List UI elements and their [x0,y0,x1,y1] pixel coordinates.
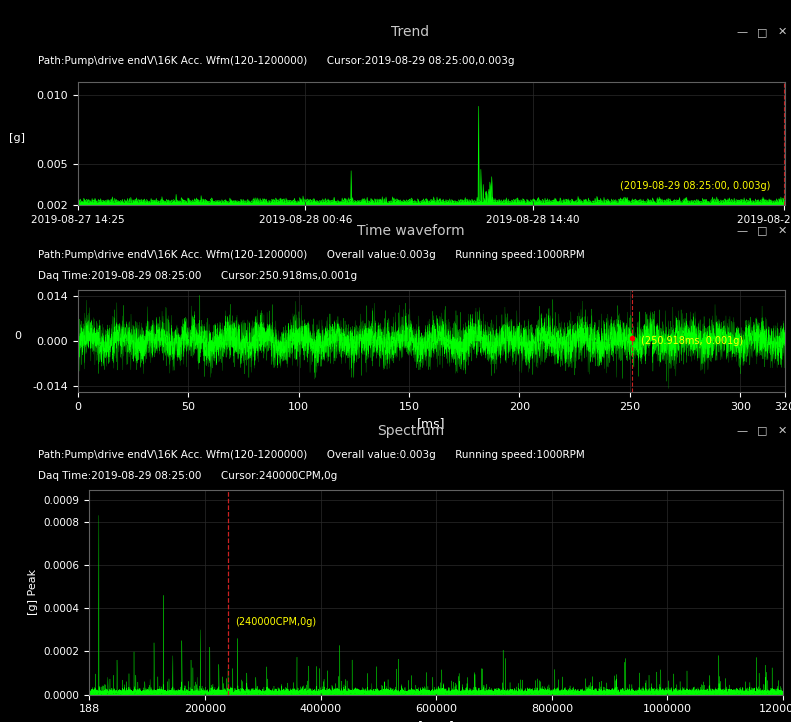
X-axis label: [CPM]: [CPM] [418,720,455,722]
Text: □: □ [757,27,767,37]
Text: Spectrum: Spectrum [377,424,445,438]
Text: (240000CPM,0g): (240000CPM,0g) [235,617,316,627]
Text: Path:Pump\drive endV\16K Acc. Wfm(120-1200000)      Overall value:0.003g      Ru: Path:Pump\drive endV\16K Acc. Wfm(120-12… [38,450,585,460]
Text: —: — [736,27,747,37]
Text: Daq Time:2019-08-29 08:25:00      Cursor:250.918ms,0.001g: Daq Time:2019-08-29 08:25:00 Cursor:250.… [38,271,357,281]
Text: ✕: ✕ [778,426,786,435]
Y-axis label: 0: 0 [15,331,21,341]
X-axis label: [ms]: [ms] [417,417,445,430]
Text: —: — [736,426,747,435]
Y-axis label: [g]: [g] [9,134,25,143]
Text: Path:Pump\drive endV\16K Acc. Wfm(120-1200000)      Overall value:0.003g      Ru: Path:Pump\drive endV\16K Acc. Wfm(120-12… [38,250,585,260]
Text: —: — [736,226,747,235]
Text: Path:Pump\drive endV\16K Acc. Wfm(120-1200000)      Cursor:2019-08-29 08:25:00,0: Path:Pump\drive endV\16K Acc. Wfm(120-12… [38,56,514,66]
Text: (250.918ms, 0.001g): (250.918ms, 0.001g) [641,336,743,346]
Text: (2019-08-29 08:25:00, 0.003g): (2019-08-29 08:25:00, 0.003g) [620,181,770,191]
Text: Daq Time:2019-08-29 08:25:00      Cursor:240000CPM,0g: Daq Time:2019-08-29 08:25:00 Cursor:2400… [38,471,337,481]
Text: □: □ [757,426,767,435]
Text: □: □ [757,226,767,235]
Text: ✕: ✕ [778,226,786,235]
Y-axis label: [g] Peak: [g] Peak [28,569,38,615]
Text: ✕: ✕ [778,27,786,37]
Text: Trend: Trend [392,25,430,39]
Text: Time waveform: Time waveform [357,224,464,238]
